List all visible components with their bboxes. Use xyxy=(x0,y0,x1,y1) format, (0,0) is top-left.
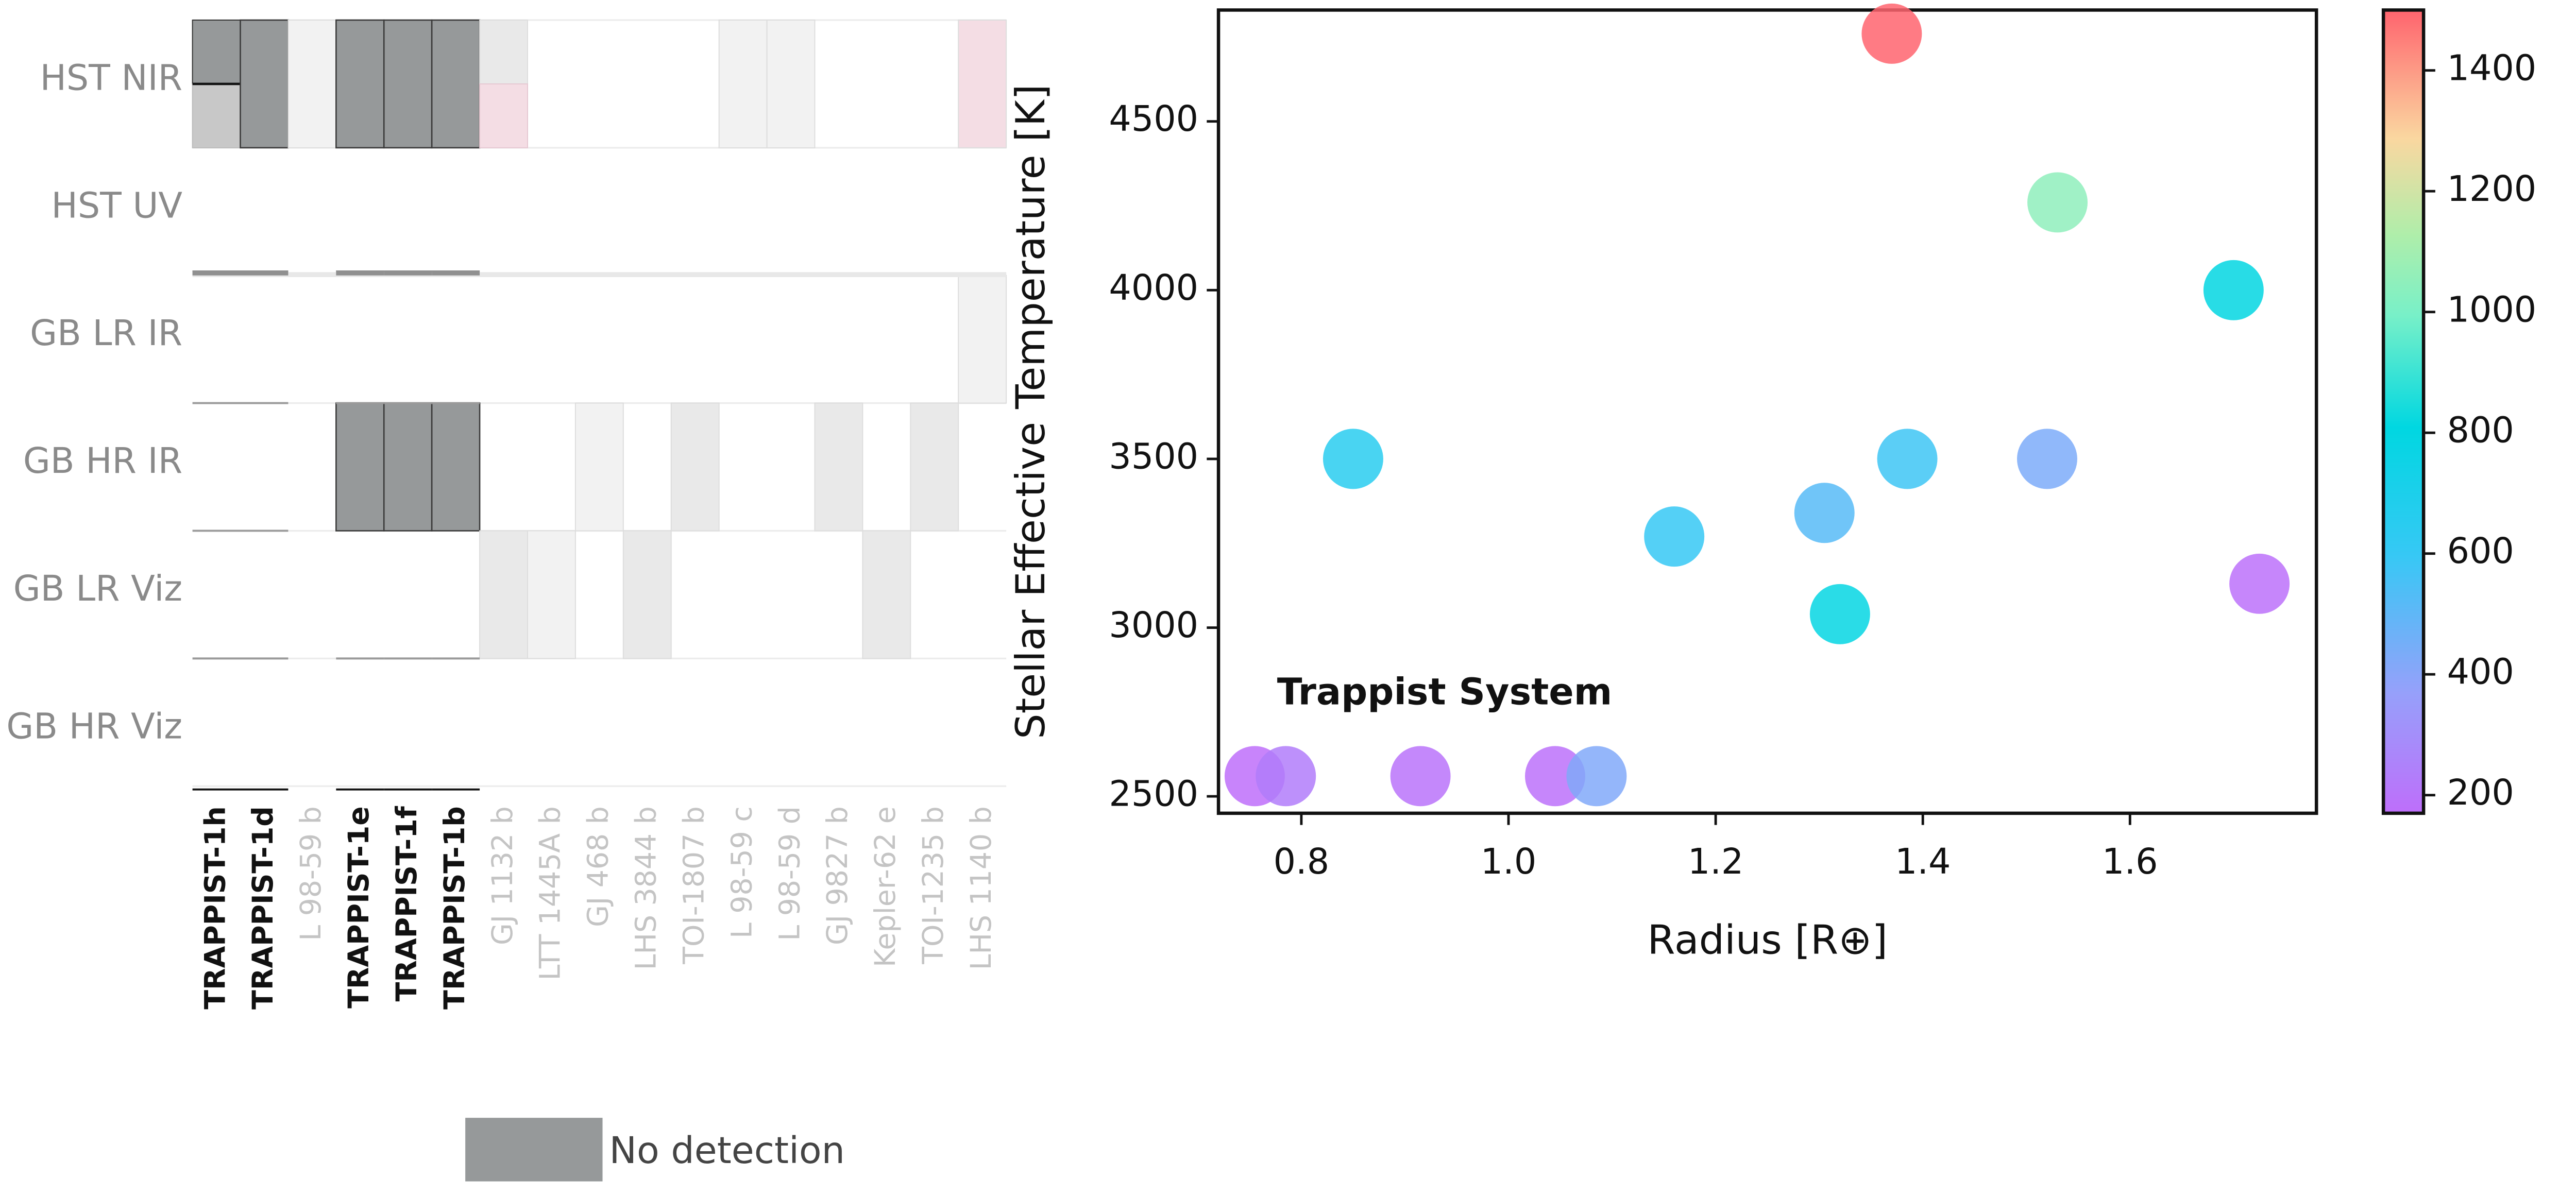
data-point xyxy=(1256,746,1316,807)
cell xyxy=(431,402,481,532)
y-tick-label: 4000 xyxy=(1109,268,1198,309)
row-label: GB LR Viz xyxy=(13,569,182,609)
col-label: LHS 3844 b xyxy=(630,806,663,970)
x-tick-label: 1.2 xyxy=(1688,842,1744,882)
cell xyxy=(431,19,481,149)
col-label: TRAPPIST-1e xyxy=(343,806,376,1009)
data-point xyxy=(2203,260,2264,320)
data-point xyxy=(1809,584,1870,644)
colorbar: 200400600800100012001400Equilibrium Temp… xyxy=(2381,8,2537,815)
cell-top xyxy=(479,20,528,84)
x-tick-label: 0.8 xyxy=(1274,842,1329,882)
col-label: TRAPPIST-1d xyxy=(247,806,280,1010)
cell xyxy=(383,402,433,532)
cell xyxy=(287,20,337,148)
data-point xyxy=(2027,172,2088,233)
cell-bar xyxy=(384,270,432,276)
availability-grid: HST NIR HST UV GB LR IR GB HR IR GB LR Viz GB… xyxy=(6,19,1007,1182)
cell-bottom xyxy=(479,83,528,148)
legend-label: No detection xyxy=(609,1129,845,1172)
col-label: L 98-59 c xyxy=(725,806,758,938)
col-label: GJ 468 b xyxy=(582,806,615,927)
data-point xyxy=(1861,3,1922,64)
data-point xyxy=(1524,746,1585,807)
row-stripe xyxy=(192,272,1007,277)
cell-bar xyxy=(192,270,241,276)
colorbar-tick-label: 1400 xyxy=(2447,48,2537,89)
col-label: TOI-1807 b xyxy=(677,806,710,965)
row-label: GB LR IR xyxy=(30,313,182,354)
colorbar-tick-label: 800 xyxy=(2447,411,2514,451)
col-label: LTT 1445A b xyxy=(534,806,567,980)
data-point xyxy=(1877,429,1938,489)
cell xyxy=(335,19,385,149)
row-label: HST NIR xyxy=(40,58,183,98)
cell-top xyxy=(192,20,241,84)
col-label: LHS 1140 b xyxy=(965,806,998,970)
cell xyxy=(479,530,528,659)
scatter-plot: 0.8 1.0 1.2 1.4 1.6 2500 3000 3500 4000 4500 Radiu… xyxy=(1008,3,2318,964)
col-label: Kepler-62 e xyxy=(869,806,902,967)
cell xyxy=(766,20,816,148)
col-label: GJ 1132 b xyxy=(486,806,519,945)
cell-bar xyxy=(240,270,289,276)
x-axis-label: Radius [R⊕] xyxy=(1647,917,1887,964)
col-label: TRAPPIST-1b xyxy=(438,806,471,1010)
col-label: TRAPPIST-1f xyxy=(391,806,423,1001)
col-label: TOI-1235 b xyxy=(917,806,950,965)
y-tick-label: 3500 xyxy=(1109,436,1198,477)
cell-bar xyxy=(432,270,480,276)
row-label: GB HR Viz xyxy=(6,706,182,747)
cell xyxy=(383,19,433,149)
row-label: HST UV xyxy=(52,185,183,226)
y-axis-label: Stellar Effective Temperature [K] xyxy=(1008,84,1054,739)
y-tick-label: 2500 xyxy=(1109,774,1198,815)
cell xyxy=(622,530,672,659)
x-tick-label: 1.6 xyxy=(2102,842,2158,882)
colorbar-gradient xyxy=(2381,8,2426,815)
data-point xyxy=(1566,746,1627,807)
colorbar-tick-label: 200 xyxy=(2447,773,2514,813)
cell xyxy=(718,20,768,148)
plot-frame xyxy=(1216,8,2318,815)
data-point xyxy=(1323,429,1383,489)
annotation-label: Trappist System xyxy=(1277,671,1612,713)
legend-swatch xyxy=(465,1118,603,1182)
x-tick-label: 1.0 xyxy=(1481,842,1537,882)
cell xyxy=(958,20,1007,148)
cell xyxy=(910,402,959,532)
col-label: L 98-59 d xyxy=(773,806,806,941)
data-point xyxy=(1644,506,1705,567)
data-point xyxy=(2229,553,2290,614)
cell xyxy=(862,530,911,659)
y-tick-label: 3000 xyxy=(1109,605,1198,646)
colorbar-tick-label: 400 xyxy=(2447,652,2514,693)
row-label: GB HR IR xyxy=(23,441,182,482)
cell xyxy=(814,402,863,532)
cell xyxy=(527,530,576,659)
colorbar-tick-label: 1200 xyxy=(2447,169,2537,210)
colorbar-tick-label: 1000 xyxy=(2447,289,2537,330)
cell xyxy=(574,402,624,532)
data-point xyxy=(1794,483,1855,543)
y-tick-label: 4500 xyxy=(1109,99,1198,140)
cell-bar xyxy=(336,270,384,276)
cell xyxy=(958,275,1007,404)
cell-bottom xyxy=(192,83,241,148)
data-point xyxy=(1390,746,1451,807)
x-tick-label: 1.4 xyxy=(1895,842,1951,882)
cell xyxy=(240,19,289,149)
cell xyxy=(670,402,720,532)
col-label: TRAPPIST-1h xyxy=(199,806,232,1009)
col-label: GJ 9827 b xyxy=(821,806,854,945)
col-label: L 98-59 b xyxy=(295,806,328,941)
cell xyxy=(335,402,385,532)
data-point xyxy=(2016,429,2077,489)
colorbar-tick-label: 600 xyxy=(2447,531,2514,572)
